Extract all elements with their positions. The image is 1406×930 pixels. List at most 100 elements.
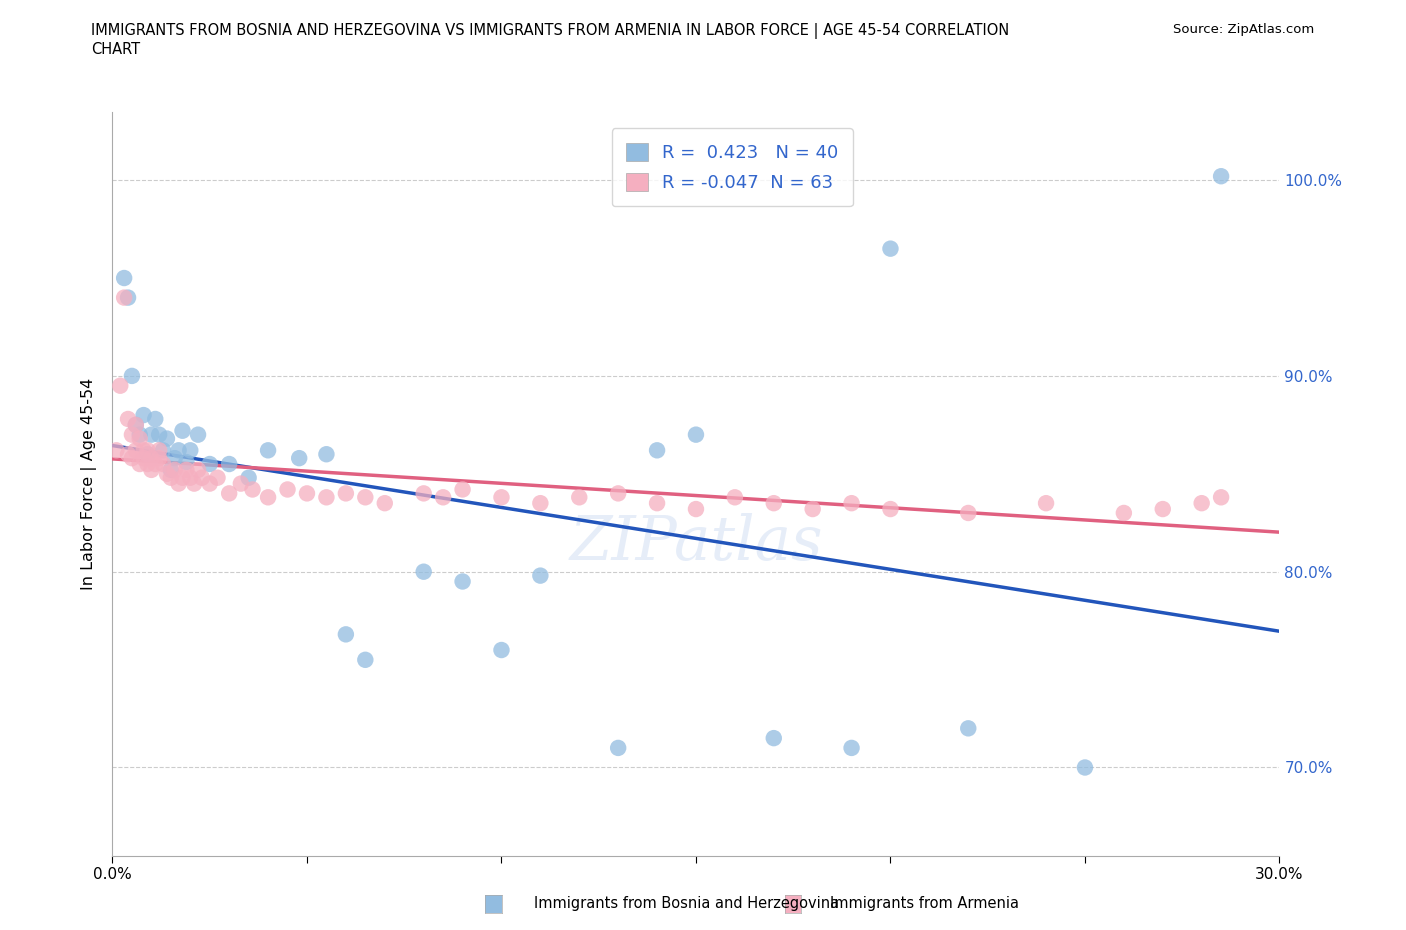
Point (207, 471, 229, 485)
Point (1112, 506, 1135, 521)
Point (125, 443, 148, 458)
Point (685, 501, 707, 516)
Legend: R =  0.423   N = 40, R = -0.047  N = 63: R = 0.423 N = 40, R = -0.047 N = 63 (612, 128, 853, 206)
Text: Source: ZipAtlas.com: Source: ZipAtlas.com (1174, 23, 1315, 36)
Point (128, 427, 150, 442)
Text: ZIPatlas: ZIPatlas (569, 513, 823, 573)
Point (229, 476, 252, 491)
Point (238, 471, 260, 485)
Point (841, 740, 863, 755)
Point (354, 490, 377, 505)
Point (568, 490, 591, 505)
Point (354, 652, 377, 667)
Point (132, 407, 155, 422)
Point (163, 462, 186, 477)
Point (288, 451, 311, 466)
Text: Immigrants from Armenia: Immigrants from Armenia (830, 897, 1018, 911)
Point (412, 565, 434, 579)
Point (132, 451, 155, 466)
Point (167, 443, 190, 458)
Point (198, 476, 221, 491)
Point (491, 643, 513, 658)
Point (167, 476, 190, 491)
Point (801, 501, 824, 516)
Point (156, 466, 179, 481)
Point (117, 446, 139, 461)
Text: IMMIGRANTS FROM BOSNIA AND HERZEGOVINA VS IMMIGRANTS FROM ARMENIA IN LABOR FORCE: IMMIGRANTS FROM BOSNIA AND HERZEGOVINA V… (91, 23, 1010, 39)
Point (451, 482, 474, 497)
Point (242, 482, 264, 497)
Point (257, 443, 280, 458)
Point (879, 241, 901, 256)
Point (198, 457, 221, 472)
Point (152, 443, 174, 458)
Point (176, 455, 198, 470)
Point (163, 451, 186, 466)
Point (529, 496, 551, 511)
Point (117, 290, 139, 305)
Point (143, 457, 166, 472)
Point (141, 451, 163, 466)
Point (315, 446, 337, 461)
Text: Immigrants from Bosnia and Herzegovina: Immigrants from Bosnia and Herzegovina (534, 897, 839, 911)
Point (724, 490, 747, 505)
Point (645, 496, 668, 511)
Point (762, 496, 785, 511)
Point (141, 462, 163, 477)
Point (879, 501, 901, 516)
Point (335, 627, 357, 642)
Point (156, 432, 179, 446)
Point (160, 462, 183, 477)
Point (412, 486, 434, 501)
Point (148, 427, 170, 442)
Point (491, 490, 513, 505)
Point (110, 379, 132, 393)
Point (112, 271, 135, 286)
Point (160, 471, 183, 485)
Point (179, 471, 201, 485)
Point (183, 476, 205, 491)
Point (128, 457, 150, 472)
Point (187, 462, 209, 477)
Point (841, 496, 863, 511)
Point (141, 427, 163, 442)
Point (1035, 496, 1057, 511)
Point (187, 427, 209, 442)
Point (112, 290, 135, 305)
Point (762, 731, 785, 746)
Point (451, 574, 474, 589)
Text: CHART: CHART (91, 42, 141, 57)
Point (176, 462, 198, 477)
Point (257, 490, 280, 505)
Point (148, 443, 170, 458)
Point (607, 740, 630, 755)
Point (136, 446, 159, 461)
Point (645, 443, 668, 458)
Point (295, 486, 318, 501)
Point (125, 418, 148, 432)
Point (1152, 501, 1174, 516)
Point (374, 496, 396, 511)
Point (432, 490, 454, 505)
Point (335, 486, 357, 501)
Point (1191, 496, 1213, 511)
Point (276, 482, 298, 497)
Point (132, 443, 155, 458)
Point (121, 427, 143, 442)
Point (105, 443, 128, 458)
Point (125, 418, 148, 432)
Point (121, 451, 143, 466)
Point (607, 486, 630, 501)
Point (172, 471, 194, 485)
Point (179, 443, 201, 458)
Point (957, 506, 980, 521)
Point (172, 423, 194, 438)
Point (315, 490, 337, 505)
Point (136, 457, 159, 472)
Y-axis label: In Labor Force | Age 45-54: In Labor Force | Age 45-54 (80, 378, 97, 590)
Point (143, 412, 166, 427)
Point (148, 451, 170, 466)
Point (117, 412, 139, 427)
Point (218, 486, 240, 501)
Point (136, 443, 159, 458)
